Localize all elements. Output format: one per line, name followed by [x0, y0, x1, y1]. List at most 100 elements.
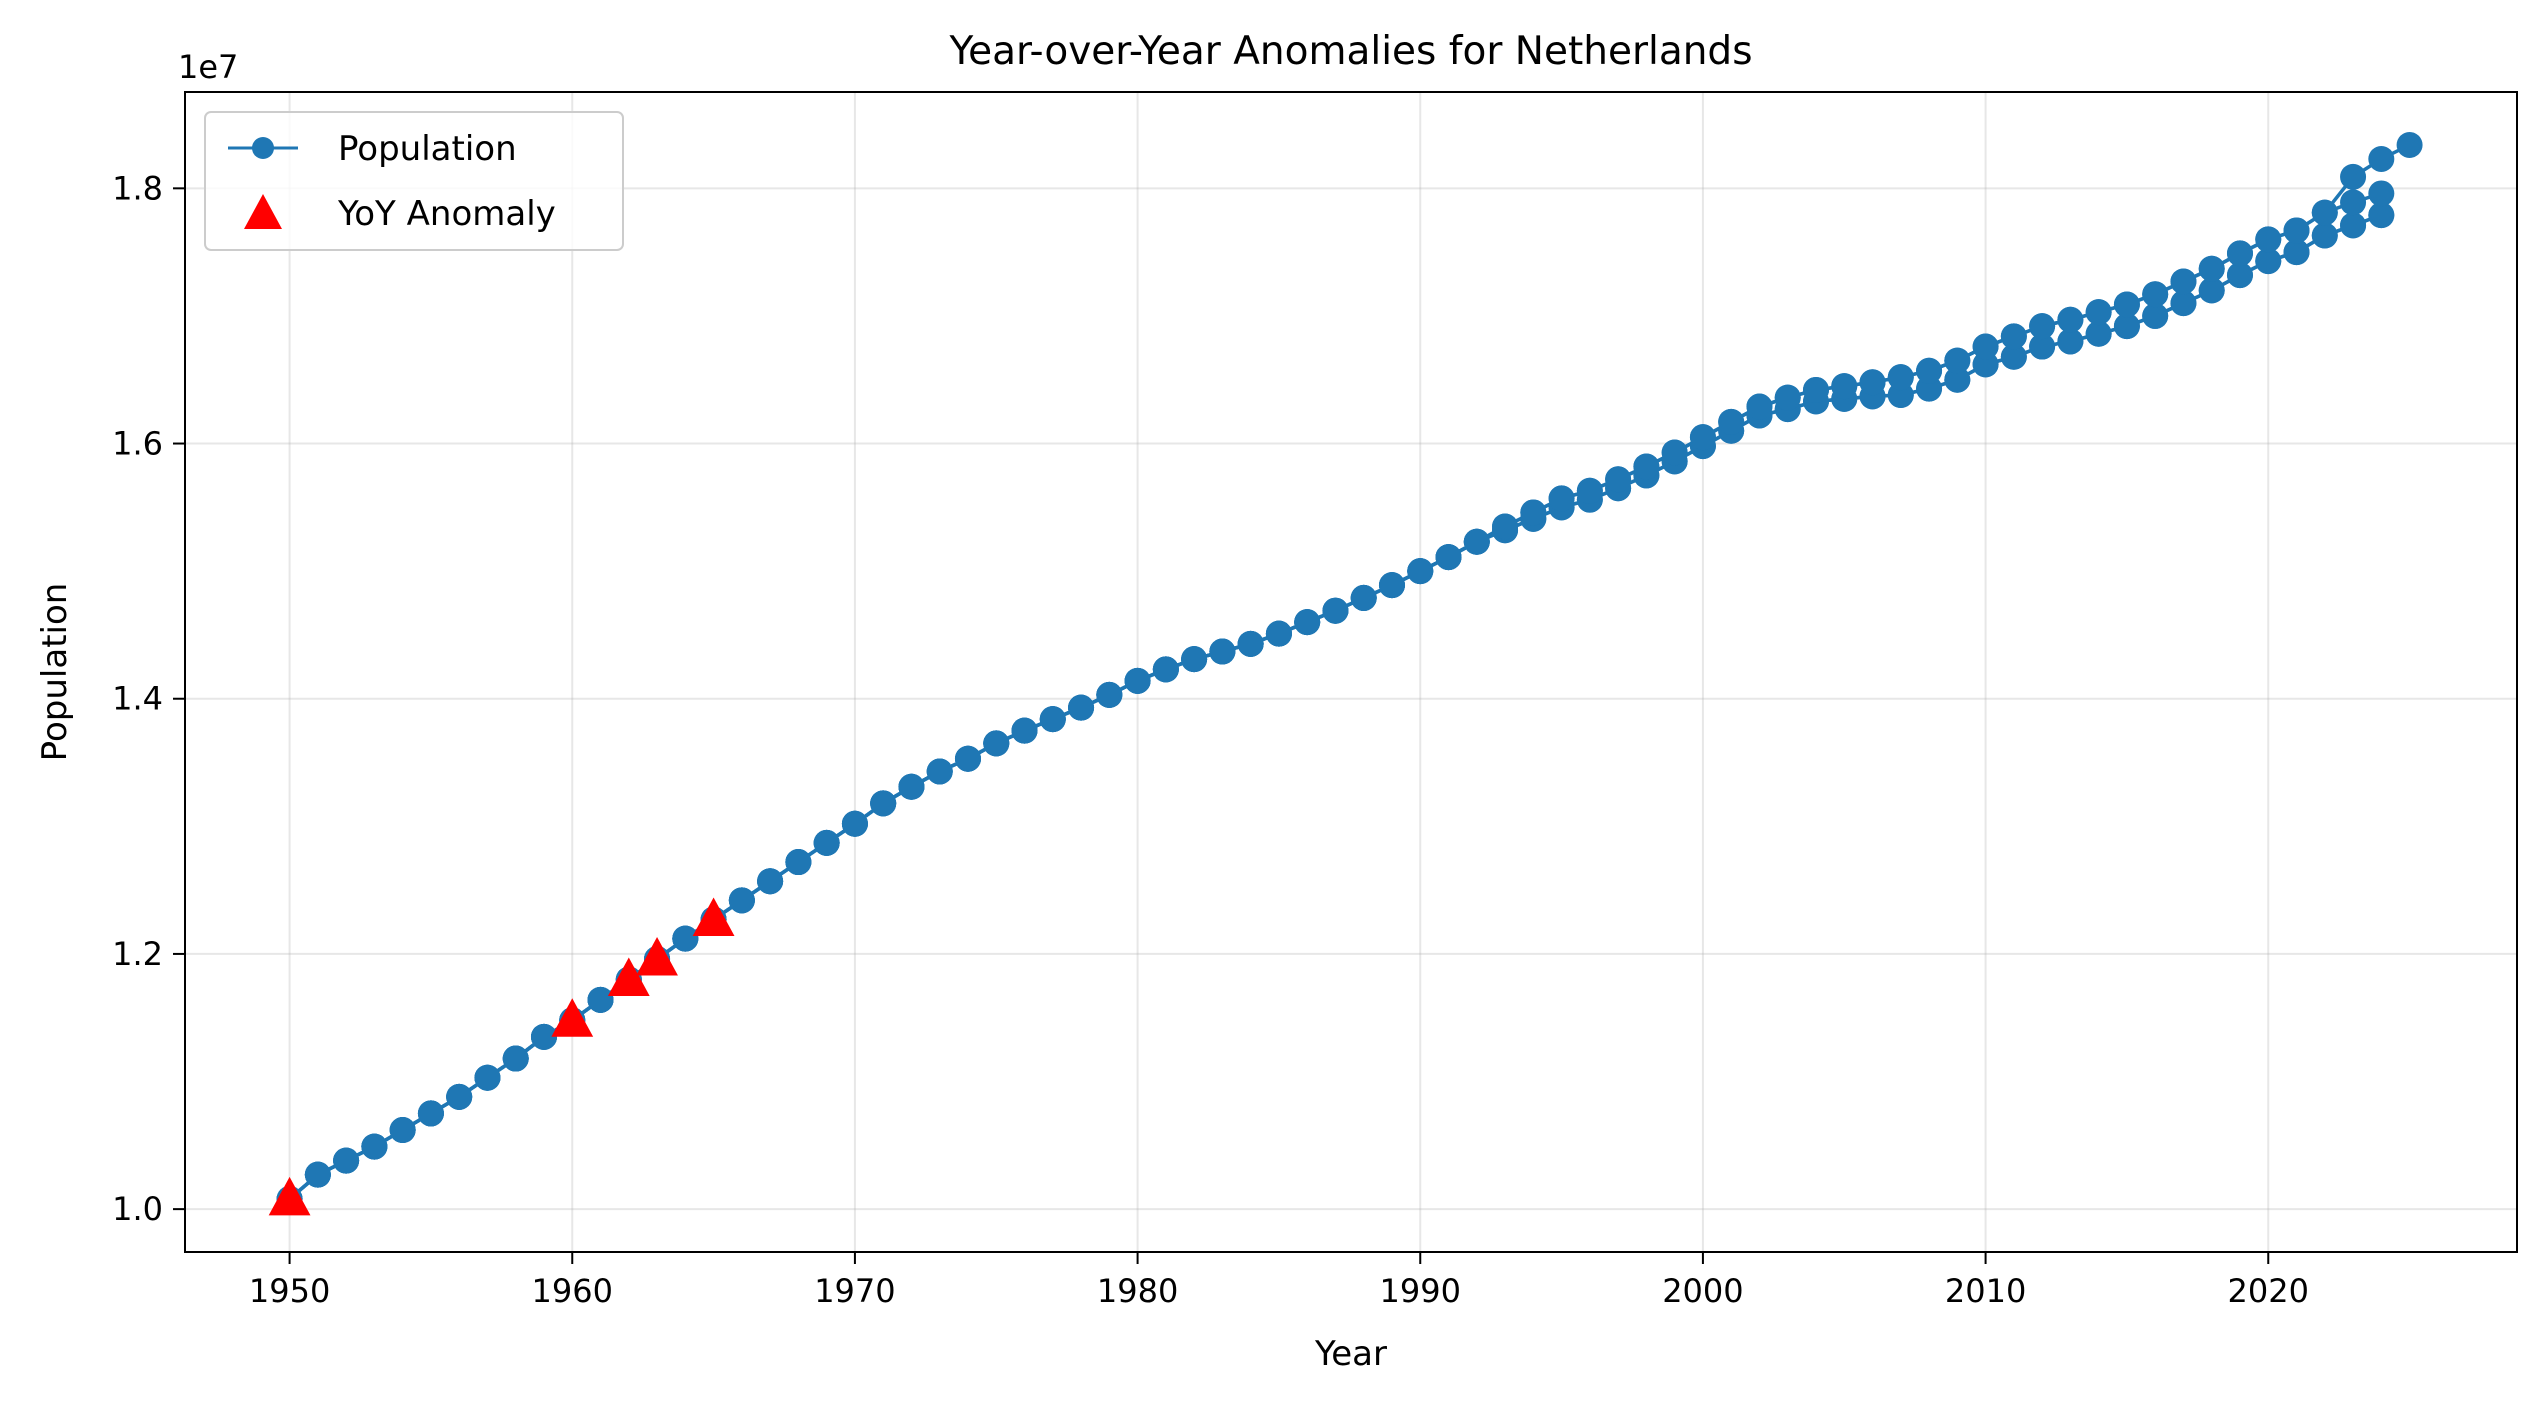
anomaly-layer	[268, 897, 735, 1216]
population-data-point	[2085, 320, 2112, 347]
x-axis-label: Year	[1314, 1334, 1387, 1374]
x-tick-label: 1980	[1097, 1272, 1178, 1310]
population-data-point	[2057, 328, 2084, 355]
x-tick-label: 1950	[249, 1272, 330, 1310]
population-data-point	[1492, 513, 1519, 540]
x-tick-label: 1970	[814, 1272, 895, 1310]
population-data-point	[2226, 240, 2253, 267]
y-tick-label: 1.6	[112, 425, 163, 463]
population-data-point	[2170, 290, 2197, 317]
population-data-point	[2396, 131, 2423, 158]
x-tick-label: 2000	[1662, 1272, 1743, 1310]
population-data-point	[1124, 667, 1151, 694]
population-data-point	[1944, 366, 1971, 393]
population-data-point	[2283, 239, 2310, 266]
legend-population-marker	[252, 137, 274, 159]
population-data-point	[1209, 638, 1236, 665]
grid-layer	[185, 92, 2517, 1252]
population-data-point	[2029, 333, 2056, 360]
population-data-point	[841, 810, 868, 837]
population-data-point	[1407, 558, 1434, 585]
population-data-point	[1661, 439, 1688, 466]
population-data-point	[728, 887, 755, 914]
population-data-point	[2142, 281, 2169, 308]
anomaly-marker	[268, 1176, 311, 1216]
x-tick-label: 2020	[2228, 1272, 2309, 1310]
population-data-point	[2000, 343, 2027, 370]
population-data-point	[1605, 466, 1632, 493]
population-data-point	[2226, 262, 2253, 289]
population-data-point	[2340, 212, 2367, 239]
population-data-point	[1972, 351, 1999, 378]
population-data-point	[2085, 299, 2112, 326]
population-data-point	[1096, 681, 1123, 708]
population-data-point	[813, 829, 840, 856]
population-data-point	[1916, 357, 1943, 384]
population-data-point	[2198, 277, 2225, 304]
population-data-point	[2029, 313, 2056, 340]
population-data-point	[1916, 375, 1943, 402]
population-data-point	[1689, 424, 1716, 451]
population-data-point	[361, 1133, 388, 1160]
population-data-point	[1548, 485, 1575, 512]
population-data-point	[2368, 202, 2395, 229]
population-data-point	[2340, 163, 2367, 190]
anomaly-marker	[551, 998, 594, 1037]
population-data-point	[2057, 306, 2084, 333]
population-data-point	[333, 1147, 360, 1174]
population-data-point	[446, 1083, 473, 1110]
population-data-point	[2113, 291, 2140, 318]
legend-label-population: Population	[338, 129, 517, 169]
y-tick-label: 1.4	[112, 680, 163, 718]
population-data-point	[785, 849, 812, 876]
legend-label-anomaly: YoY Anomaly	[337, 194, 556, 234]
population-data-point	[1350, 584, 1377, 611]
population-data-point	[1435, 544, 1462, 571]
population-data-point	[1520, 499, 1547, 526]
population-data-point	[2340, 189, 2367, 216]
population-data-point	[1633, 453, 1660, 480]
population-data-point	[898, 773, 925, 800]
population-data-point	[1887, 382, 1914, 409]
population-data-point	[926, 758, 953, 785]
population-data-point	[502, 1045, 529, 1072]
population-data-point	[1039, 706, 1066, 733]
population-data-point	[1831, 373, 1858, 400]
legend-anomaly-marker	[244, 194, 282, 229]
population-data-point	[304, 1161, 331, 1188]
population-data-point	[672, 925, 699, 952]
population-data-point	[2311, 222, 2338, 249]
population-data-point	[1181, 646, 1208, 673]
population-data-point	[2170, 268, 2197, 295]
population-data-point	[1294, 609, 1321, 636]
population-data-point	[757, 868, 784, 895]
population-data-point	[1859, 369, 1886, 396]
population-data-point	[2113, 313, 2140, 340]
x-tick-label: 2010	[1945, 1272, 2026, 1310]
plot-area-frame	[184, 91, 2518, 1253]
x-tick-label: 1990	[1380, 1272, 1461, 1310]
legend-box	[204, 111, 624, 251]
population-data-point	[954, 745, 981, 772]
population-data-point	[1152, 656, 1179, 683]
population-data-point	[2283, 217, 2310, 244]
population-data-point	[983, 730, 1010, 757]
population-data-point	[2368, 145, 2395, 172]
population-data-point	[417, 1100, 444, 1127]
population-data-point	[1802, 376, 1829, 403]
population-data-point	[2142, 302, 2169, 329]
population-data-point	[389, 1117, 416, 1144]
population-data-point	[474, 1064, 501, 1091]
population-data-point	[587, 986, 614, 1013]
population-data-point	[1378, 572, 1405, 599]
population-data-point	[2198, 255, 2225, 282]
population-data-point	[1576, 477, 1603, 504]
anomaly-marker	[607, 957, 650, 996]
population-data-point	[1887, 364, 1914, 391]
population-data-point	[1011, 717, 1038, 744]
population-data-point	[2000, 323, 2027, 350]
population-data-point	[1265, 620, 1292, 647]
population-data-point	[870, 790, 897, 817]
y-tick-label: 1.0	[112, 1190, 163, 1228]
